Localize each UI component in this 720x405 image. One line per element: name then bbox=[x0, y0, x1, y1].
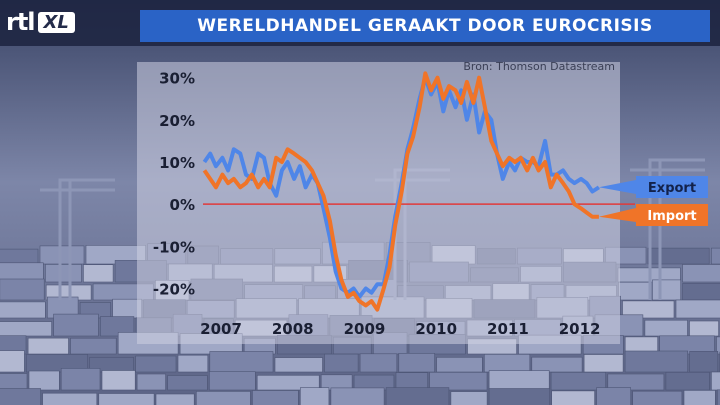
container-block bbox=[256, 374, 320, 391]
container-block bbox=[83, 264, 114, 283]
container-block bbox=[330, 387, 385, 405]
container-block bbox=[483, 353, 531, 373]
y-tick-label: -10% bbox=[153, 238, 195, 256]
container-block bbox=[135, 355, 177, 373]
legend-box-export bbox=[636, 176, 708, 198]
container-block bbox=[398, 352, 435, 373]
container-block bbox=[618, 281, 651, 301]
container-block bbox=[0, 373, 28, 391]
y-tick-label: 0% bbox=[170, 196, 195, 214]
crane-shape bbox=[40, 178, 115, 300]
container-block bbox=[550, 371, 606, 391]
y-tick-label: 30% bbox=[159, 70, 195, 88]
container-block bbox=[100, 316, 135, 337]
y-tick-label: 20% bbox=[159, 112, 195, 130]
container-block bbox=[488, 370, 550, 391]
container-block bbox=[27, 337, 69, 355]
container-block bbox=[28, 370, 60, 391]
container-block bbox=[710, 247, 720, 265]
container-block bbox=[644, 319, 688, 337]
container-block bbox=[167, 375, 208, 391]
container-block bbox=[652, 279, 682, 301]
container-block bbox=[622, 300, 675, 319]
logo-text: rtl bbox=[6, 8, 36, 36]
x-tick-label: 2012 bbox=[559, 320, 601, 338]
container-block bbox=[136, 373, 166, 391]
container-block bbox=[0, 278, 45, 301]
container-block bbox=[450, 391, 488, 405]
container-block bbox=[196, 391, 251, 405]
title-bar: WERELDHANDEL GERAAKT DOOR EUROCRISIS bbox=[140, 10, 710, 42]
legend-pointer bbox=[598, 208, 636, 222]
logo-badge: XL bbox=[37, 11, 75, 33]
container-block bbox=[70, 337, 117, 355]
container-block bbox=[429, 371, 488, 391]
container-block bbox=[436, 356, 483, 373]
container-block bbox=[683, 390, 716, 405]
x-tick-label: 2009 bbox=[344, 320, 386, 338]
container-block bbox=[252, 390, 299, 405]
container-block bbox=[647, 247, 710, 265]
container-block bbox=[60, 368, 101, 391]
container-block bbox=[488, 388, 551, 405]
y-tick-label: 10% bbox=[159, 154, 195, 172]
container-block bbox=[45, 264, 82, 283]
series-line-import bbox=[202, 71, 599, 312]
rtl-xl-logo: rtl XL bbox=[6, 6, 75, 38]
container-block bbox=[583, 354, 624, 373]
y-tick-label: -20% bbox=[153, 280, 195, 298]
container-block bbox=[0, 350, 25, 373]
container-block bbox=[155, 393, 195, 405]
line-chart: 30% 20% 10% 0% -10% -20% 2007 2008 2009 2010 2011 2… bbox=[153, 60, 708, 338]
container-block bbox=[682, 282, 720, 301]
container-block bbox=[682, 264, 720, 283]
container-block bbox=[0, 388, 41, 405]
container-block bbox=[665, 371, 710, 391]
container-block bbox=[531, 356, 583, 373]
container-block bbox=[39, 245, 85, 265]
container-block bbox=[359, 353, 398, 373]
container-block bbox=[675, 299, 720, 319]
container-block bbox=[209, 351, 274, 373]
container-block bbox=[98, 393, 155, 405]
container-block bbox=[385, 387, 450, 405]
legend-pointer bbox=[598, 180, 636, 194]
source-label: Bron: Thomson Datastream bbox=[463, 60, 615, 73]
legend-label-export: Export bbox=[648, 181, 696, 196]
container-block bbox=[101, 370, 136, 391]
container-block bbox=[716, 389, 720, 405]
container-block bbox=[689, 320, 719, 337]
x-tick-label: 2008 bbox=[272, 320, 314, 338]
container-block bbox=[324, 353, 359, 373]
legend-box-import bbox=[636, 204, 708, 226]
container-block bbox=[0, 248, 39, 265]
container-block bbox=[624, 350, 688, 373]
container-block bbox=[689, 350, 719, 373]
chart-panel bbox=[137, 62, 620, 344]
legend-label-import: Import bbox=[647, 209, 696, 224]
container-block bbox=[551, 390, 595, 405]
container-block bbox=[299, 387, 330, 405]
container-block bbox=[42, 392, 98, 405]
container-block bbox=[274, 357, 323, 373]
container-block bbox=[607, 373, 665, 391]
x-tick-label: 2010 bbox=[415, 320, 457, 338]
container-block bbox=[209, 371, 256, 391]
x-tick-label: 2007 bbox=[200, 320, 242, 338]
container-block bbox=[596, 387, 631, 405]
container-block bbox=[632, 390, 683, 405]
container-block bbox=[716, 336, 720, 355]
container-block bbox=[53, 313, 99, 337]
container-block bbox=[711, 371, 720, 391]
container-block bbox=[0, 301, 46, 319]
container-block bbox=[0, 321, 52, 337]
x-tick-label: 2011 bbox=[487, 320, 529, 338]
container-block bbox=[177, 354, 209, 373]
chart-title: WERELDHANDEL GERAAKT DOOR EUROCRISIS bbox=[197, 16, 653, 36]
